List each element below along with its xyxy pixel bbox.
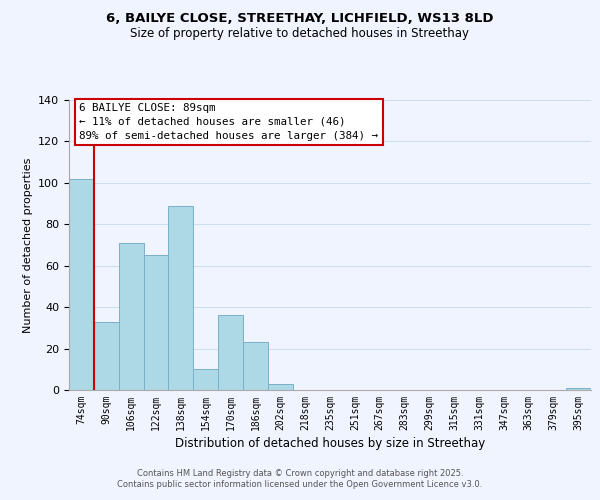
Bar: [193, 370, 218, 390]
Text: 6 BAILYE CLOSE: 89sqm
← 11% of detached houses are smaller (46)
89% of semi-deta: 6 BAILYE CLOSE: 89sqm ← 11% of detached …: [79, 103, 379, 141]
Bar: [218, 316, 243, 390]
Bar: [566, 388, 591, 390]
X-axis label: Distribution of detached houses by size in Streethay: Distribution of detached houses by size …: [175, 437, 485, 450]
Bar: [268, 384, 293, 390]
Text: 6, BAILYE CLOSE, STREETHAY, LICHFIELD, WS13 8LD: 6, BAILYE CLOSE, STREETHAY, LICHFIELD, W…: [106, 12, 494, 26]
Bar: [119, 243, 143, 390]
Bar: [69, 178, 94, 390]
Bar: [94, 322, 119, 390]
Text: Contains public sector information licensed under the Open Government Licence v3: Contains public sector information licen…: [118, 480, 482, 489]
Bar: [143, 256, 169, 390]
Text: Size of property relative to detached houses in Streethay: Size of property relative to detached ho…: [131, 28, 470, 40]
Bar: [243, 342, 268, 390]
Y-axis label: Number of detached properties: Number of detached properties: [23, 158, 32, 332]
Bar: [169, 206, 193, 390]
Text: Contains HM Land Registry data © Crown copyright and database right 2025.: Contains HM Land Registry data © Crown c…: [137, 468, 463, 477]
